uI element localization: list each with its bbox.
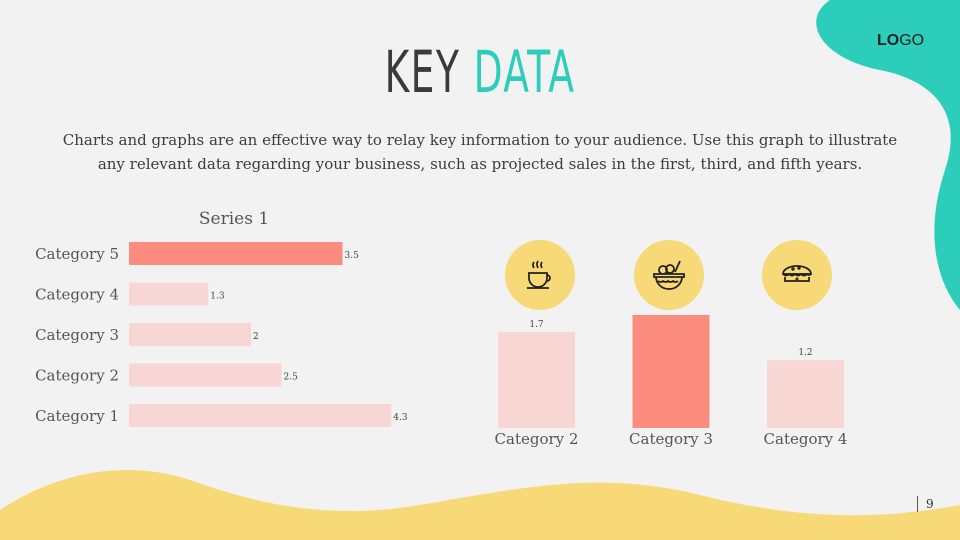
category-label: Category 4 (764, 430, 848, 448)
data-label: 1.3 (210, 292, 225, 302)
pie-icon (782, 265, 812, 282)
description: Charts and graphs are an effective way t… (62, 131, 898, 173)
category-label: Category 3 (35, 326, 119, 344)
data-label: 1.7 (529, 320, 544, 330)
category-label: Category 4 (35, 286, 119, 304)
bar (129, 404, 392, 427)
data-label: 2 (253, 332, 259, 342)
category-label: Category 3 (629, 430, 713, 448)
coffee-cup-icon (527, 260, 551, 289)
food-basket-icon (653, 260, 685, 290)
bar (129, 323, 251, 346)
yellow-wave (0, 470, 960, 540)
page-number: 9 (917, 496, 934, 512)
chart-title: Series 1 (199, 209, 269, 229)
page-title: KEY DATA (384, 38, 576, 106)
data-label: 3.5 (345, 251, 360, 261)
data-label: 4.3 (393, 413, 408, 423)
bar (498, 331, 575, 428)
bar (129, 363, 282, 387)
category-label: Category 5 (35, 245, 119, 263)
category-label: Category 2 (35, 367, 119, 385)
bar (129, 242, 343, 265)
horizontal-bar-chart: Series 1 Category 5 3.5 Category 4 1.3 Categ… (35, 209, 408, 427)
vertical-bar-chart: 1.7 Category 2 Category 3 1.2 Category 4 (495, 315, 848, 448)
bar (129, 282, 209, 306)
food-basket-icon-circle (634, 240, 704, 310)
teal-blob (816, 0, 960, 310)
bar (767, 360, 844, 428)
data-label: 2.5 (284, 373, 299, 383)
coffee-cup-icon-circle (505, 240, 575, 310)
data-label: 1.2 (798, 348, 812, 358)
category-label: Category 2 (495, 430, 579, 448)
category-label: Category 1 (35, 407, 119, 425)
logo: LOGO (877, 32, 925, 49)
pie-icon-circle (762, 240, 832, 310)
bar (632, 315, 710, 428)
